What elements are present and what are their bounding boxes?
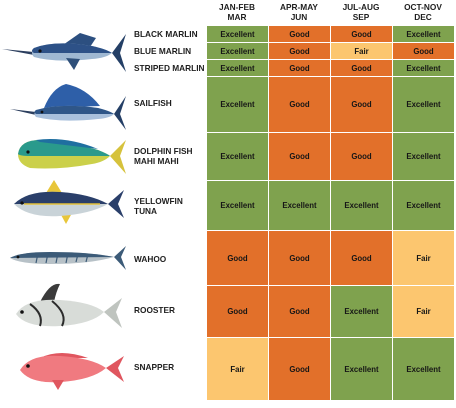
rating-cell-yellowfin-1: Excellent	[206, 180, 268, 230]
rating-cell-dolphin-fish-4: Excellent	[392, 132, 454, 180]
roosterfish-illustration	[0, 280, 128, 338]
rating-cell-snapper-4: Excellent	[392, 337, 454, 400]
red-snapper-illustration	[0, 342, 128, 392]
species-name-line1: YELLOWFIN	[134, 196, 183, 206]
rating-cell-sailfish-4: Excellent	[392, 76, 454, 132]
rating-cell-snapper-1: Fair	[206, 337, 268, 400]
rating-cell-wahoo-4: Fair	[392, 230, 454, 285]
species-name-line1: DOLPHIN FISH	[134, 146, 193, 156]
header-line2: MAR	[227, 12, 247, 22]
species-label-rooster: ROOSTER	[134, 305, 176, 315]
species-label-snapper: SNAPPER	[134, 362, 175, 372]
header-line1: OCT-NOV	[404, 2, 442, 12]
header-line1: JAN-FEB	[219, 2, 255, 12]
rating-cell-wahoo-3: Good	[330, 230, 392, 285]
rating-cell-striped-marlin-2: Good	[268, 59, 330, 76]
header-line2: SEP	[352, 12, 370, 22]
rating-cell-rooster-3: Excellent	[330, 285, 392, 337]
species-label-sailfish: SAILFISH	[134, 98, 172, 108]
header-oct-dec: OCT-NOV DEC	[392, 2, 454, 22]
rating-cell-yellowfin-4: Excellent	[392, 180, 454, 230]
header-jan-mar: JAN-FEB MAR	[206, 2, 268, 22]
rating-cell-yellowfin-3: Excellent	[330, 180, 392, 230]
rating-cell-black-marlin-4: Excellent	[392, 25, 454, 42]
species-label-wahoo: WAHOO	[134, 254, 167, 264]
rating-cell-blue-marlin-1: Excellent	[206, 42, 268, 59]
rating-cell-sailfish-3: Good	[330, 76, 392, 132]
species-label-blue-marlin: BLUE MARLIN	[134, 46, 192, 56]
sailfish-illustration	[0, 84, 128, 130]
rating-cell-snapper-2: Good	[268, 337, 330, 400]
header-line2: JUN	[290, 12, 308, 22]
species-label-striped-marlin: STRIPED MARLIN	[134, 63, 205, 73]
header-line1: APR-MAY	[280, 2, 318, 12]
header-line2: DEC	[414, 12, 432, 22]
species-label-black-marlin: BLACK MARLIN	[134, 29, 198, 39]
rating-cell-sailfish-1: Excellent	[206, 76, 268, 132]
species-label-dolphin-fish: DOLPHIN FISH MAHI MAHI	[134, 146, 193, 166]
species-name-line2: TUNA	[134, 206, 158, 216]
header-jul-sep: JUL-AUG SEP	[330, 2, 392, 22]
yellowfin-tuna-illustration	[0, 180, 128, 226]
rating-cell-black-marlin-2: Good	[268, 25, 330, 42]
header-apr-jun: APR-MAY JUN	[268, 2, 330, 22]
rating-cell-snapper-3: Excellent	[330, 337, 392, 400]
rating-cell-striped-marlin-4: Excellent	[392, 59, 454, 76]
species-label-yellowfin-tuna: YELLOWFIN TUNA	[134, 196, 183, 216]
blue-marlin-illustration	[0, 28, 128, 78]
rating-cell-yellowfin-2: Excellent	[268, 180, 330, 230]
wahoo-illustration	[0, 240, 128, 276]
rating-cell-sailfish-2: Good	[268, 76, 330, 132]
rating-cell-striped-marlin-3: Good	[330, 59, 392, 76]
rating-cell-black-marlin-1: Excellent	[206, 25, 268, 42]
rating-cell-rooster-1: Good	[206, 285, 268, 337]
rating-cell-rooster-4: Fair	[392, 285, 454, 337]
rating-cell-blue-marlin-4: Good	[392, 42, 454, 59]
rating-cell-striped-marlin-1: Excellent	[206, 59, 268, 76]
rating-cell-dolphin-fish-1: Excellent	[206, 132, 268, 180]
rating-cell-wahoo-1: Good	[206, 230, 268, 285]
rating-cell-dolphin-fish-2: Good	[268, 132, 330, 180]
rating-cell-wahoo-2: Good	[268, 230, 330, 285]
rating-cell-blue-marlin-2: Good	[268, 42, 330, 59]
rating-cell-dolphin-fish-3: Good	[330, 132, 392, 180]
header-line1: JUL-AUG	[342, 2, 380, 12]
rating-cell-black-marlin-3: Good	[330, 25, 392, 42]
rating-cell-blue-marlin-3: Fair	[330, 42, 392, 59]
mahi-mahi-illustration	[0, 132, 128, 178]
rating-cell-rooster-2: Good	[268, 285, 330, 337]
species-name-line2: MAHI MAHI	[134, 156, 179, 166]
